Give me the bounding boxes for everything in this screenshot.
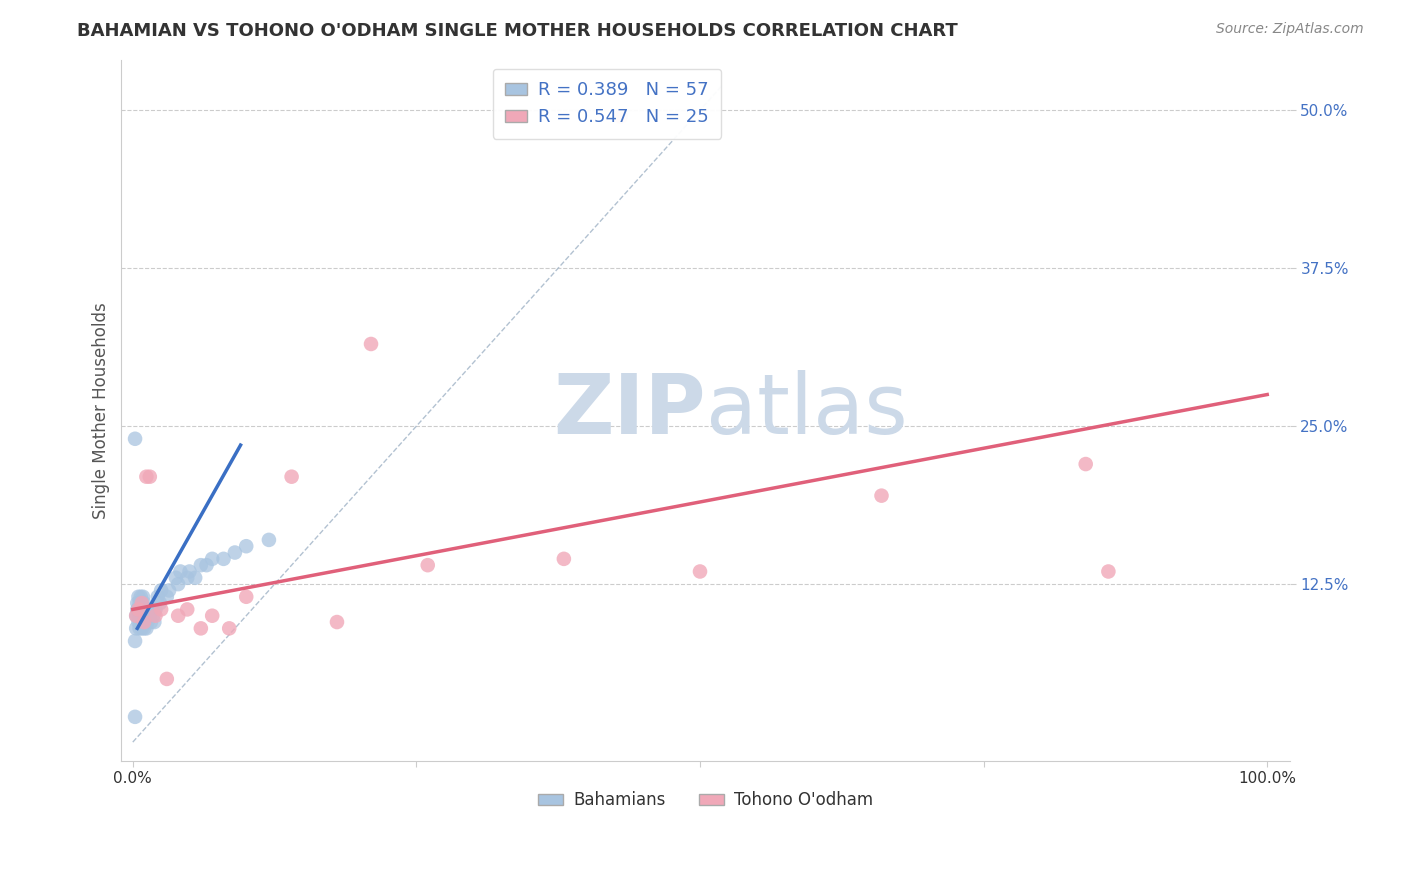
Point bbox=[136, 602, 159, 616]
Point bbox=[127, 602, 149, 616]
Point bbox=[156, 590, 179, 604]
Point bbox=[145, 608, 167, 623]
Point bbox=[156, 672, 179, 686]
Point bbox=[146, 590, 169, 604]
Legend: Bahamians, Tohono O'odham: Bahamians, Tohono O'odham bbox=[531, 785, 880, 816]
Point bbox=[609, 110, 631, 124]
Point bbox=[224, 545, 246, 559]
Point bbox=[131, 608, 153, 623]
Point bbox=[142, 608, 165, 623]
Point bbox=[138, 608, 160, 623]
Point bbox=[134, 615, 156, 629]
Point bbox=[134, 608, 156, 623]
Point bbox=[135, 621, 157, 635]
Point bbox=[360, 337, 382, 351]
Point bbox=[125, 608, 148, 623]
Point bbox=[150, 602, 173, 616]
Point bbox=[131, 596, 153, 610]
Point bbox=[179, 565, 201, 579]
Point bbox=[1097, 565, 1119, 579]
Point bbox=[139, 608, 162, 623]
Point bbox=[129, 590, 152, 604]
Point bbox=[135, 469, 157, 483]
Point bbox=[125, 621, 148, 635]
Point bbox=[129, 602, 152, 616]
Point bbox=[190, 558, 212, 573]
Point bbox=[128, 621, 150, 635]
Point bbox=[128, 608, 150, 623]
Point bbox=[127, 615, 149, 629]
Point bbox=[212, 552, 235, 566]
Point bbox=[150, 583, 173, 598]
Point bbox=[124, 710, 146, 724]
Point bbox=[165, 571, 187, 585]
Point bbox=[184, 571, 207, 585]
Text: BAHAMIAN VS TOHONO O'ODHAM SINGLE MOTHER HOUSEHOLDS CORRELATION CHART: BAHAMIAN VS TOHONO O'ODHAM SINGLE MOTHER… bbox=[77, 22, 957, 40]
Point bbox=[125, 608, 148, 623]
Point bbox=[145, 602, 167, 616]
Point bbox=[139, 615, 162, 629]
Point bbox=[131, 596, 153, 610]
Point bbox=[190, 621, 212, 635]
Point bbox=[124, 634, 146, 648]
Text: atlas: atlas bbox=[706, 370, 907, 450]
Y-axis label: Single Mother Households: Single Mother Households bbox=[93, 302, 110, 519]
Point bbox=[132, 602, 155, 616]
Point bbox=[127, 590, 149, 604]
Point bbox=[134, 615, 156, 629]
Point bbox=[124, 432, 146, 446]
Point bbox=[167, 608, 190, 623]
Point bbox=[870, 489, 893, 503]
Point bbox=[139, 469, 162, 483]
Point bbox=[1074, 457, 1097, 471]
Point bbox=[134, 596, 156, 610]
Point bbox=[235, 590, 257, 604]
Point bbox=[201, 552, 224, 566]
Point bbox=[135, 608, 157, 623]
Point bbox=[280, 469, 302, 483]
Point bbox=[157, 583, 180, 598]
Point bbox=[235, 539, 257, 553]
Point bbox=[176, 602, 198, 616]
Text: Source: ZipAtlas.com: Source: ZipAtlas.com bbox=[1216, 22, 1364, 37]
Point bbox=[149, 596, 172, 610]
Point bbox=[129, 615, 152, 629]
Point bbox=[201, 608, 224, 623]
Point bbox=[131, 621, 153, 635]
Point bbox=[689, 565, 711, 579]
Point bbox=[127, 602, 149, 616]
Point bbox=[141, 602, 163, 616]
Point bbox=[195, 558, 218, 573]
Point bbox=[132, 590, 155, 604]
Point bbox=[326, 615, 349, 629]
Text: ZIP: ZIP bbox=[553, 370, 706, 450]
Point bbox=[218, 621, 240, 635]
Point bbox=[132, 615, 155, 629]
Point bbox=[128, 596, 150, 610]
Point bbox=[134, 621, 156, 635]
Point bbox=[257, 533, 280, 547]
Point bbox=[416, 558, 439, 573]
Point bbox=[553, 552, 575, 566]
Point bbox=[127, 596, 149, 610]
Point bbox=[169, 565, 191, 579]
Point bbox=[127, 608, 149, 623]
Point bbox=[134, 602, 156, 616]
Point bbox=[176, 571, 198, 585]
Point bbox=[167, 577, 190, 591]
Point bbox=[143, 615, 166, 629]
Point bbox=[136, 615, 159, 629]
Point bbox=[127, 602, 149, 616]
